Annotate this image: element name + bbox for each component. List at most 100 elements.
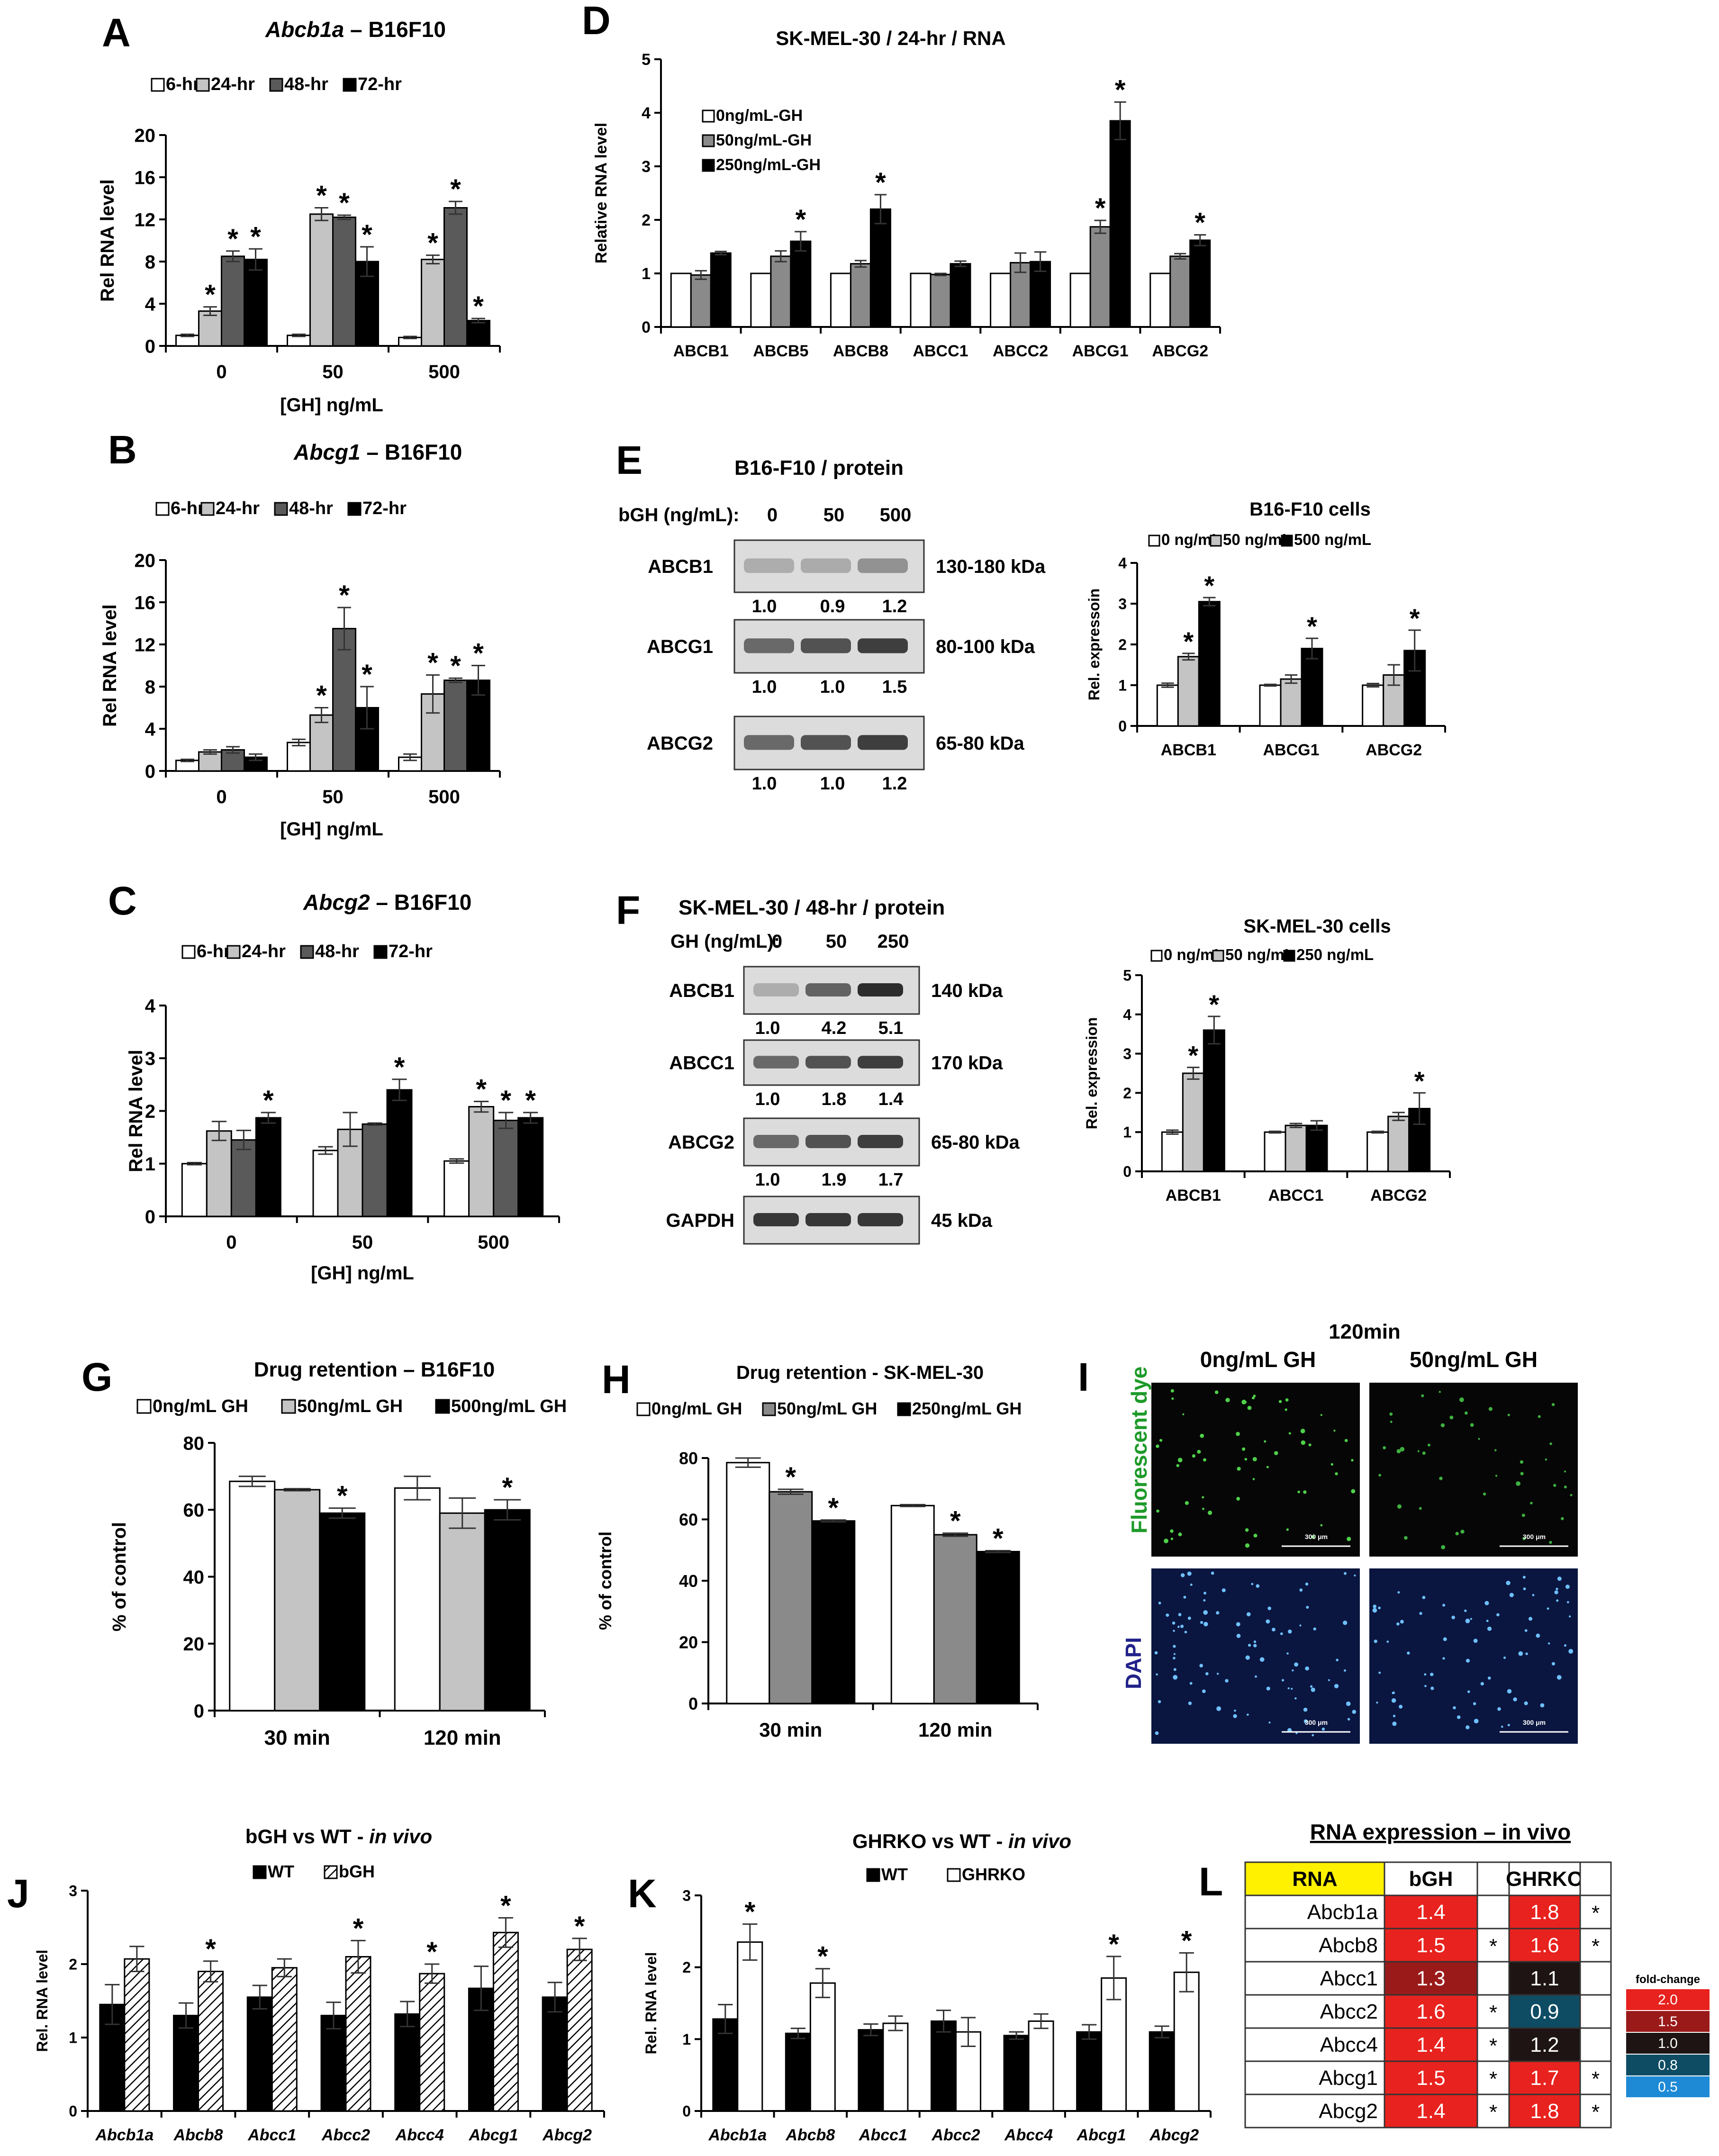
cell-dot (1173, 1630, 1175, 1632)
cell-dot (1442, 1603, 1446, 1607)
table-header-cell (1508, 1861, 1581, 1896)
cell-dot (1303, 1707, 1308, 1712)
cell-dot (1330, 1463, 1334, 1466)
cell-dot (1396, 1449, 1401, 1454)
cell-dot (1525, 1652, 1528, 1655)
heat-value: 1.4 (1416, 2033, 1445, 2056)
blot-f-dose-2: 250 (878, 931, 909, 952)
significance-star: * (875, 167, 886, 198)
table-gene-label: Abcb1a (1307, 1901, 1378, 1924)
cell-dot (1344, 1669, 1346, 1672)
heat-legend-value: 1.5 (1658, 2014, 1678, 2029)
blot-quant: 1.2 (882, 597, 907, 616)
cell-dot (1441, 1545, 1446, 1549)
significance-star: * (950, 1506, 961, 1537)
bar (976, 1550, 1020, 1704)
cell-dot (1443, 1637, 1447, 1641)
bar (319, 1512, 366, 1712)
y-tick-label: 0 (145, 761, 155, 782)
bar (1149, 2031, 1175, 2112)
cell-dot (1197, 1449, 1201, 1454)
heat-legend-value: 0.5 (1658, 2079, 1678, 2095)
cell-dot (1351, 1489, 1356, 1494)
bar (1285, 1124, 1307, 1172)
chart-title-rest: – B16F10 (370, 890, 472, 915)
chart-title: bGH vs WT - in vivo (245, 1825, 432, 1848)
cell-dot (1170, 1537, 1174, 1540)
cell-dot (1557, 1576, 1562, 1581)
cell-dot (1488, 1407, 1493, 1411)
panel-letter-f: F (616, 888, 640, 933)
panel-letter-j: J (7, 1871, 29, 1916)
blot-band (805, 1135, 851, 1148)
bar (882, 2022, 909, 2112)
chart-title-main: GHRKO vs WT - (852, 1830, 1008, 1852)
sig-cell (1476, 1894, 1510, 1930)
cell-dot (1252, 1478, 1255, 1480)
x-category-label: Abcb1a (95, 2126, 154, 2144)
legend-swatch (274, 502, 288, 516)
heat-legend-swatch (1626, 2076, 1710, 2097)
cell-dot (1306, 1606, 1309, 1609)
significance-star: * (353, 1913, 364, 1944)
legend-swatch (947, 1868, 961, 1882)
bar (769, 1491, 813, 1704)
bar (1161, 1131, 1184, 1172)
y-tick-label: 20 (679, 1632, 698, 1652)
cell-dot (1241, 1447, 1246, 1451)
bar (1264, 1131, 1286, 1172)
legend-label: 48-hr (289, 498, 333, 518)
cell-dot (1530, 1502, 1533, 1505)
significance-star: * (316, 680, 327, 711)
micro-row-label-dye: Fluorescent dye (1127, 1367, 1151, 1534)
y-tick-label: 0 (682, 2103, 691, 2120)
cell-dot (1299, 1588, 1303, 1592)
y-tick-label: 40 (679, 1571, 698, 1591)
significance-star: * (473, 638, 484, 669)
cell-dot (1551, 1403, 1555, 1406)
cell-dot (1268, 1721, 1271, 1724)
y-tick-label: 0 (194, 1701, 204, 1721)
cell-dot (1236, 1431, 1240, 1436)
cell-dot (1354, 1574, 1356, 1576)
significance-star: * (205, 1934, 216, 1965)
significance-star: * (1209, 989, 1219, 1019)
cell-dot (1301, 1440, 1306, 1445)
blot-band (744, 735, 794, 750)
cell-dot (1497, 1707, 1501, 1711)
blot-band (858, 983, 903, 996)
panel-letter-e: E (616, 438, 642, 482)
x-category-label: Abcc2 (321, 2126, 370, 2144)
cell-dot (1203, 1622, 1208, 1627)
bar (124, 1958, 150, 2112)
y-tick-label: 3 (642, 158, 651, 176)
chart-title: Drug retention – B16F10 (254, 1358, 495, 1381)
x-category-label: ABCG2 (1152, 342, 1208, 360)
legend-label: 24-hr (211, 74, 255, 94)
significance-star: * (339, 188, 350, 218)
table-header-cell (1476, 1861, 1510, 1896)
x-category-label: Abcg1 (468, 2126, 518, 2144)
legend-swatch (1150, 950, 1163, 962)
bar (1259, 684, 1282, 727)
blot-band (801, 638, 851, 653)
table-gene-cell (1244, 1994, 1385, 2029)
cell-dot (1391, 1698, 1396, 1703)
legend-label: 24-hr (242, 942, 286, 961)
legend-label: 50ng/mL GH (297, 1396, 403, 1416)
y-axis-label: % of control (109, 1522, 130, 1631)
panel-letter-a: A (102, 10, 131, 55)
cell-dot (1233, 1714, 1237, 1718)
cell-dot (1207, 1510, 1212, 1515)
blot-quant: 1.0 (755, 1170, 780, 1190)
chart-title-italic: in vivo (369, 1825, 432, 1848)
chart-title-gene: Abcg2 (303, 890, 370, 915)
cell-dot (1495, 1475, 1498, 1477)
bar (830, 272, 851, 328)
cell-dot (1252, 1396, 1255, 1400)
bar (320, 2015, 347, 2112)
y-tick-label: 3 (1118, 596, 1127, 613)
cell-dot (1281, 1679, 1285, 1682)
blot-quant: 1.0 (820, 677, 845, 697)
cell-dot (1430, 1686, 1434, 1690)
